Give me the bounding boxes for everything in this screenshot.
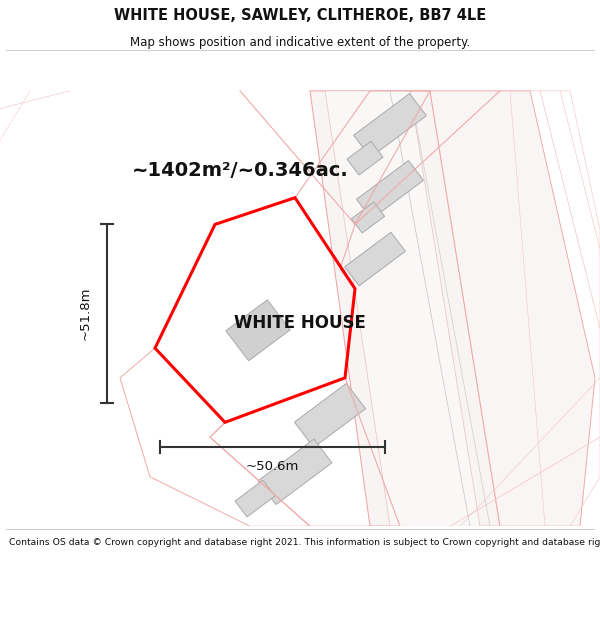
Polygon shape: [226, 300, 290, 361]
Polygon shape: [295, 383, 365, 448]
Text: ~50.6m: ~50.6m: [246, 461, 299, 473]
Polygon shape: [347, 141, 383, 175]
Polygon shape: [353, 94, 427, 158]
Polygon shape: [310, 91, 500, 526]
Text: Map shows position and indicative extent of the property.: Map shows position and indicative extent…: [130, 36, 470, 49]
Text: Contains OS data © Crown copyright and database right 2021. This information is : Contains OS data © Crown copyright and d…: [9, 538, 600, 547]
Text: ~51.8m: ~51.8m: [79, 287, 91, 340]
Text: WHITE HOUSE: WHITE HOUSE: [234, 314, 366, 332]
Polygon shape: [430, 91, 595, 526]
Text: WHITE HOUSE, SAWLEY, CLITHEROE, BB7 4LE: WHITE HOUSE, SAWLEY, CLITHEROE, BB7 4LE: [114, 8, 486, 23]
Polygon shape: [235, 480, 275, 517]
Text: ~1402m²/~0.346ac.: ~1402m²/~0.346ac.: [131, 161, 349, 179]
Polygon shape: [352, 202, 385, 233]
Polygon shape: [258, 439, 332, 504]
Polygon shape: [344, 232, 406, 286]
Polygon shape: [356, 161, 424, 219]
Polygon shape: [325, 91, 480, 526]
